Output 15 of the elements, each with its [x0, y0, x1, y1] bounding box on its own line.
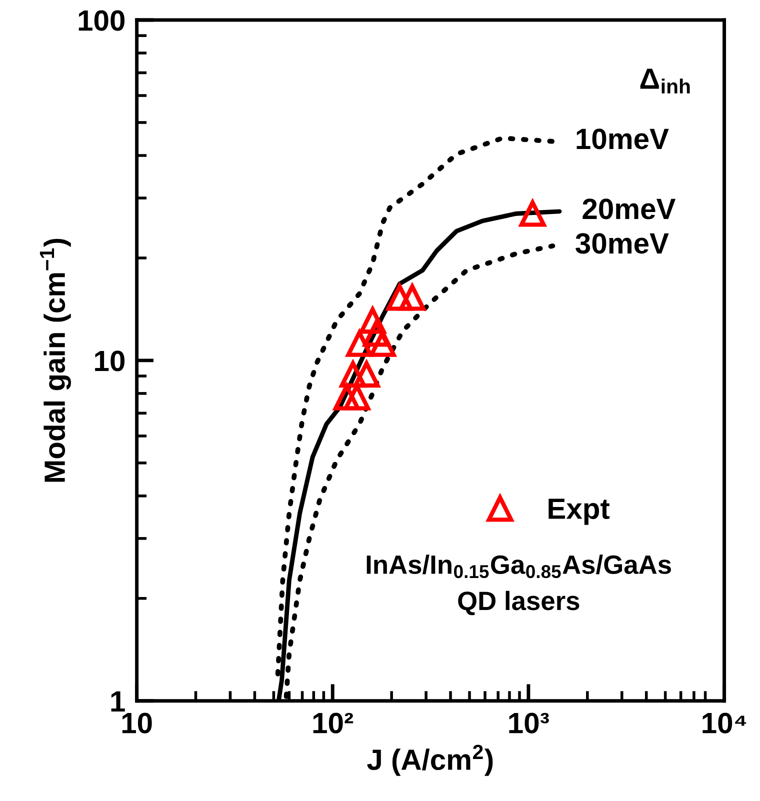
x-tick-label: 10: [122, 712, 152, 734]
x-tick-label: 10⁴: [702, 712, 746, 734]
series-label: 10meV: [576, 128, 669, 150]
y-tick-label: 10: [95, 350, 124, 372]
y-tick-label: 100: [78, 10, 124, 31]
y-axis-title: Modal gain (cm$^{−1}$): [40, 238, 71, 482]
legend-label: Expt: [548, 498, 610, 525]
x-axis-title: J (A/cm$^{2}$): [367, 744, 493, 776]
x-tick-label: 10³: [509, 712, 549, 734]
annotation: InAs/In$_{0.15}$Ga$_{0.85}$As/GaAs QD lasers: [366, 554, 671, 616]
annotation: Δ$_{inh}$: [640, 68, 690, 94]
x-tick-label: 10²: [313, 712, 354, 734]
series-label: 30meV: [576, 233, 669, 254]
series-label: 20meV: [582, 198, 676, 220]
y-tick-label: 1: [111, 691, 125, 712]
